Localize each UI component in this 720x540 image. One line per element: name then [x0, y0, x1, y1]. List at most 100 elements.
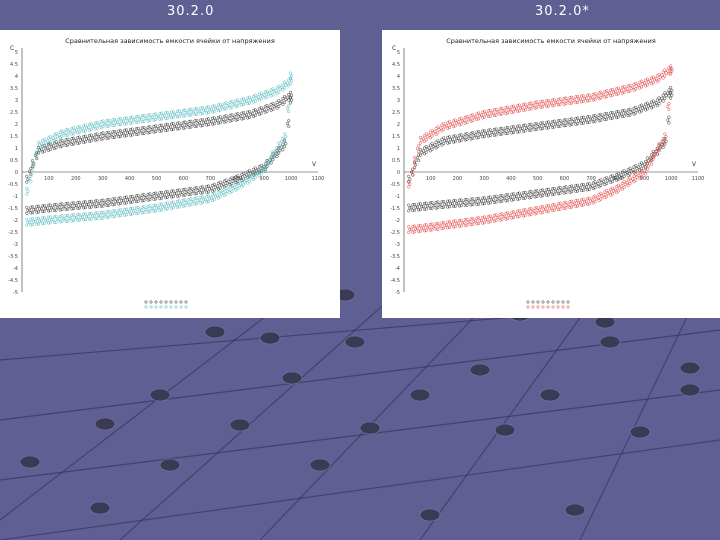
data-point — [123, 116, 127, 120]
data-point — [658, 75, 662, 79]
data-point — [133, 209, 137, 213]
data-point — [644, 165, 648, 169]
data-point — [667, 94, 671, 98]
data-point — [535, 194, 539, 199]
data-point — [510, 131, 514, 135]
data-point — [29, 211, 33, 215]
data-point — [224, 101, 228, 105]
data-point — [616, 189, 620, 193]
data-point — [193, 186, 197, 190]
data-point — [471, 113, 475, 117]
data-point — [192, 110, 196, 114]
data-point — [504, 199, 508, 203]
data-point — [407, 179, 411, 183]
data-point — [570, 117, 574, 121]
data-point — [450, 202, 454, 206]
data-point — [180, 123, 184, 127]
data-point — [205, 184, 209, 189]
data-point — [190, 200, 194, 204]
data-point — [587, 99, 591, 103]
data-point — [440, 143, 444, 147]
data-point — [134, 115, 138, 119]
data-point — [551, 120, 555, 124]
data-point — [588, 185, 592, 189]
y-axis-label: C — [10, 45, 14, 52]
data-point — [615, 92, 619, 97]
data-point — [408, 228, 412, 232]
data-point — [99, 120, 103, 124]
data-point — [237, 101, 241, 105]
data-point — [420, 205, 424, 209]
data-point — [158, 112, 162, 116]
data-point — [546, 187, 550, 191]
data-point — [427, 133, 431, 137]
data-point — [500, 199, 504, 203]
data-point — [585, 121, 589, 125]
data-point — [513, 213, 517, 217]
data-point — [472, 134, 476, 138]
data-point — [174, 124, 178, 128]
data-point — [580, 183, 584, 187]
data-point — [211, 193, 215, 197]
floor-grid-line — [0, 439, 720, 540]
data-point — [628, 107, 632, 111]
data-point — [236, 181, 240, 185]
data-point — [551, 125, 555, 129]
data-point — [434, 222, 438, 226]
data-point — [64, 214, 68, 218]
series-series_black — [25, 90, 294, 215]
data-point — [454, 121, 459, 125]
data-point — [35, 155, 39, 159]
data-point — [69, 204, 73, 208]
data-point — [202, 188, 206, 192]
data-point — [591, 92, 595, 96]
data-point — [152, 124, 156, 128]
data-point — [171, 200, 175, 204]
data-point — [193, 113, 197, 117]
data-point — [72, 207, 76, 211]
data-point — [623, 172, 627, 176]
data-point — [233, 185, 237, 189]
data-point — [111, 130, 115, 134]
data-point — [517, 214, 521, 218]
data-point — [481, 215, 485, 219]
data-point — [105, 198, 109, 202]
data-point — [463, 203, 467, 207]
data-point — [253, 176, 257, 180]
data-point — [417, 229, 421, 234]
data-point — [471, 203, 475, 207]
y-tick-label: 3.5 — [10, 86, 18, 92]
grid-node — [679, 383, 701, 397]
data-point — [573, 202, 577, 206]
data-point — [549, 206, 553, 210]
data-point — [177, 109, 181, 113]
data-point — [454, 137, 459, 141]
data-point — [597, 113, 601, 117]
data-point — [208, 108, 212, 112]
data-point — [218, 108, 222, 112]
data-point — [573, 187, 577, 191]
data-point — [28, 208, 32, 212]
data-point — [430, 201, 434, 205]
data-point — [581, 94, 585, 98]
data-point — [450, 222, 454, 226]
data-point — [466, 117, 470, 121]
data-point — [626, 183, 630, 188]
data-point — [486, 214, 491, 218]
data-point — [453, 140, 457, 144]
data-point — [411, 167, 415, 171]
data-point — [54, 137, 58, 141]
data-point — [253, 113, 257, 117]
data-point — [89, 199, 93, 203]
data-point — [35, 157, 39, 161]
data-point — [488, 214, 492, 218]
data-point — [442, 220, 446, 225]
data-point — [184, 201, 188, 205]
data-point — [105, 131, 109, 135]
data-point — [471, 222, 475, 226]
data-point — [413, 166, 417, 170]
data-point — [205, 123, 209, 127]
data-point — [209, 196, 213, 200]
data-point — [469, 131, 473, 135]
data-point — [104, 201, 108, 205]
